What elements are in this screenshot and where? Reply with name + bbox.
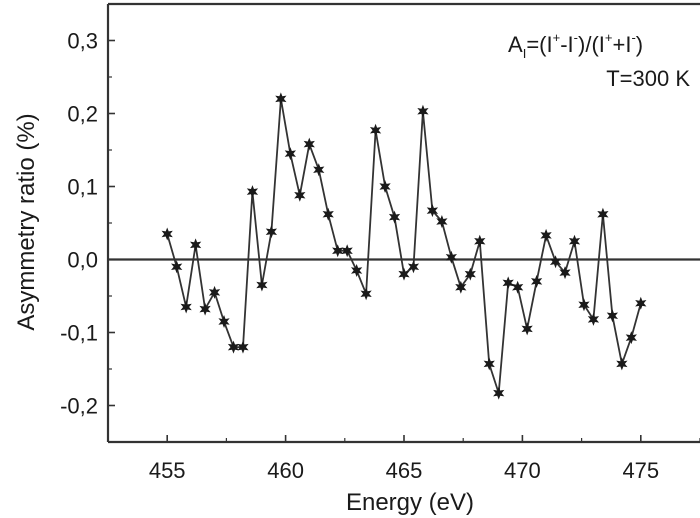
y-tick-label: -0,1 bbox=[60, 321, 98, 346]
data-point bbox=[597, 207, 609, 221]
formula-end: ) bbox=[636, 32, 643, 57]
formula-A: A bbox=[508, 32, 523, 57]
data-point bbox=[379, 180, 391, 193]
data-point bbox=[521, 322, 533, 336]
data-point bbox=[540, 228, 552, 242]
y-tick-label: 0,0 bbox=[67, 248, 98, 273]
data-point bbox=[493, 386, 505, 400]
data-point bbox=[625, 331, 637, 345]
data-point bbox=[294, 188, 306, 202]
data-point bbox=[237, 340, 249, 354]
x-tick-label: 455 bbox=[149, 458, 186, 483]
data-point bbox=[445, 250, 457, 264]
data-point bbox=[256, 278, 268, 292]
y-tick-label: 0,1 bbox=[67, 175, 98, 200]
formula-part2: -I bbox=[560, 32, 573, 57]
formula-sup4: - bbox=[631, 30, 635, 45]
data-point bbox=[578, 298, 590, 312]
x-tick-label: 460 bbox=[267, 458, 304, 483]
data-point bbox=[284, 147, 296, 161]
series-line bbox=[166, 98, 642, 395]
data-point bbox=[502, 276, 514, 290]
data-point bbox=[455, 280, 467, 294]
y-tick-label: 0,3 bbox=[67, 29, 98, 54]
data-point bbox=[559, 266, 571, 280]
data-point bbox=[275, 92, 287, 106]
formula-part1: =(I bbox=[526, 32, 552, 57]
x-tick-label: 470 bbox=[504, 458, 541, 483]
annotation-box: AI=(I+-I-)/(I++I-) T=300 K bbox=[508, 30, 690, 91]
data-point bbox=[360, 287, 372, 301]
data-point bbox=[417, 104, 429, 118]
formula-part4: +I bbox=[612, 32, 631, 57]
temperature-label: T=300 K bbox=[606, 66, 690, 91]
y-axis-title: Asymmetry ratio (%) bbox=[13, 113, 40, 330]
data-point bbox=[303, 137, 315, 151]
x-tick-label: 475 bbox=[622, 458, 659, 483]
data-point bbox=[568, 234, 581, 248]
data-point bbox=[369, 123, 382, 137]
data-point bbox=[530, 274, 543, 288]
data-point bbox=[322, 207, 334, 221]
x-tick-label: 465 bbox=[386, 458, 423, 483]
data-point bbox=[227, 340, 240, 354]
data-point bbox=[587, 312, 600, 326]
data-point bbox=[426, 204, 439, 218]
data-point bbox=[313, 163, 325, 177]
formula-sup1: + bbox=[553, 30, 561, 45]
y-tick-label: -0,2 bbox=[60, 394, 98, 419]
y-tick-label: 0,2 bbox=[67, 102, 98, 127]
data-point bbox=[407, 260, 420, 274]
data-point bbox=[549, 255, 562, 269]
data-point bbox=[161, 227, 173, 241]
data-point bbox=[332, 244, 344, 258]
data-point bbox=[512, 280, 524, 294]
data-point bbox=[436, 215, 448, 229]
data-point bbox=[208, 285, 221, 299]
data-point bbox=[474, 234, 486, 248]
data-point bbox=[635, 296, 647, 310]
data-point bbox=[265, 225, 278, 239]
data-point bbox=[606, 309, 619, 323]
x-axis-title: Energy (eV) bbox=[346, 489, 474, 516]
data-point bbox=[180, 300, 192, 314]
data-point bbox=[616, 357, 628, 371]
formula-sup2: - bbox=[574, 30, 578, 45]
data-point bbox=[171, 260, 183, 274]
data-point bbox=[341, 244, 353, 258]
formula-part3: )/(I bbox=[578, 32, 605, 57]
data-point bbox=[189, 238, 202, 252]
data-point bbox=[199, 302, 211, 316]
asymmetry-formula: AI=(I+-I-)/(I++I-) bbox=[508, 30, 643, 61]
data-point bbox=[218, 315, 230, 329]
data-point bbox=[398, 267, 410, 281]
data-point bbox=[464, 267, 476, 281]
formula-subscript: I bbox=[523, 46, 527, 61]
data-point bbox=[483, 357, 495, 371]
data-point bbox=[388, 210, 401, 224]
data-point bbox=[351, 263, 363, 277]
formula-sup3: + bbox=[605, 30, 613, 45]
data-point bbox=[246, 185, 259, 199]
